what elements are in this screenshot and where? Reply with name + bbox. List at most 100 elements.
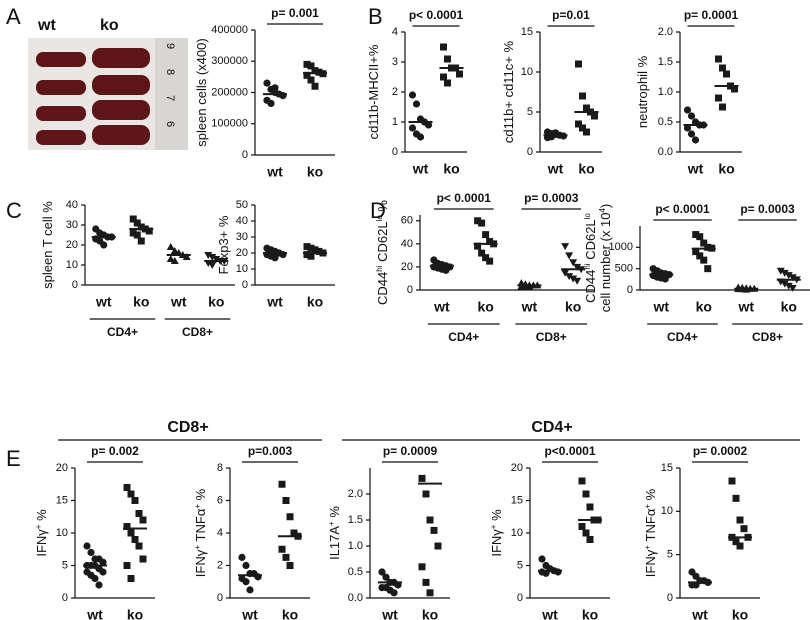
panel-letter: B: [368, 4, 383, 29]
data-point: [579, 124, 586, 132]
data-point: [208, 254, 217, 261]
y-axis-label-part: cell number (x 10: [598, 213, 613, 313]
data-point: [303, 251, 311, 259]
data-point: [788, 274, 797, 282]
y-tick-label: 10: [236, 263, 248, 275]
y-axis-label-part: CD44: [583, 270, 598, 303]
spleen-photo: 9 8 7 6 wt ko: [28, 17, 188, 150]
p-value: p= 0.001: [271, 6, 319, 20]
photo-label: ko: [100, 17, 119, 34]
y-axis-label: IFNγ+ TNFα+ %: [193, 488, 209, 577]
y-tick-label: 200000: [211, 86, 248, 98]
y-axis-label: IFNγ+ %: [489, 509, 505, 557]
data-point: [565, 252, 574, 260]
y-tick-label: 15: [661, 462, 673, 474]
y-tick-label: 0: [62, 592, 68, 604]
photo-label: wt: [37, 17, 56, 34]
x-tick-label: wt: [412, 161, 429, 177]
data-point: [267, 99, 275, 108]
data-point: [687, 112, 696, 120]
x-tick-label: ko: [578, 161, 594, 177]
y-axis-label-part: 4: [598, 208, 607, 213]
data-point: [740, 525, 748, 533]
data-point: [133, 219, 141, 227]
data-point: [692, 248, 700, 256]
data-point: [784, 272, 793, 280]
data-point: [700, 239, 708, 247]
data-point: [170, 257, 179, 264]
data-point: [478, 219, 486, 227]
x-tick-label: ko: [565, 299, 581, 315]
p-value: p= 0.002: [91, 444, 139, 458]
group-label: CD8+: [536, 330, 567, 344]
data-point: [212, 256, 221, 263]
y-axis-label: IL17A+ %: [327, 506, 343, 560]
data-point: [307, 76, 315, 84]
data-point: [578, 523, 586, 530]
data-point: [83, 542, 91, 550]
y-axis-label-part: %: [327, 506, 342, 522]
x-tick-label: ko: [208, 294, 224, 310]
data-point: [135, 510, 143, 517]
y-axis-label: cd11b-MHCII+%: [366, 44, 381, 139]
data-point: [683, 106, 692, 114]
y-tick-label: 8: [217, 462, 223, 474]
data-point: [204, 252, 213, 259]
data-point: [776, 267, 785, 275]
p-value: p< 0.0001: [655, 202, 710, 216]
y-tick-label: 10: [66, 259, 78, 271]
data-point: [182, 253, 191, 260]
data-point: [99, 558, 107, 566]
data-point: [135, 542, 143, 550]
data-point: [780, 280, 789, 288]
data-point: [170, 247, 179, 254]
y-axis-label-part: +: [327, 521, 336, 526]
y-axis-label-part: +: [489, 524, 498, 529]
y-tick-label: 4: [217, 527, 223, 539]
y-axis-label-part: lo: [375, 215, 384, 222]
y-axis-label-part: TNFα: [643, 508, 658, 545]
y-tick-label: 0: [527, 146, 533, 158]
y-tick-label: 6: [217, 494, 223, 506]
y-axis-label-part: neutrophil %: [635, 55, 650, 128]
group-label: CD4+: [107, 325, 138, 339]
y-tick-label: 40: [236, 215, 248, 227]
y-axis-label-part: %: [193, 488, 208, 504]
x-tick-label: ko: [127, 607, 143, 620]
data-point: [382, 573, 390, 581]
y-tick-label: 40: [401, 238, 413, 250]
data-point: [91, 574, 99, 583]
y-tick-label: 0: [72, 279, 78, 291]
ruler-number: 7: [164, 95, 176, 101]
data-point: [444, 79, 451, 87]
p-value: p<0.0001: [544, 444, 595, 458]
y-tick-label: 20: [511, 462, 523, 474]
y-tick-label: 0: [517, 592, 523, 604]
y-axis-label: IFNγ+ TNFα+ %: [643, 488, 659, 577]
data-point: [99, 568, 107, 576]
y-axis-label: spleen cells (x400): [194, 38, 209, 146]
y-tick-label: 3: [392, 56, 398, 68]
y-axis-label-part: cd11b-MHCII+%: [366, 44, 381, 139]
data-point: [418, 474, 426, 482]
data-point: [278, 480, 286, 488]
x-tick-label: wt: [433, 299, 450, 315]
data-point: [575, 60, 582, 68]
y-axis-label-part: CD44: [375, 272, 390, 305]
x-tick-label: ko: [718, 161, 734, 177]
y-axis-label-part: lo: [583, 213, 592, 220]
p-value: p= 0.0003: [740, 202, 795, 216]
data-point: [145, 227, 153, 235]
y-axis-label: CD44hi CD62Llo %: [375, 200, 391, 305]
data-point: [416, 133, 425, 141]
data-point: [704, 243, 712, 251]
data-point: [426, 516, 434, 524]
y-tick-label: 1.0: [348, 540, 363, 552]
data-point: [424, 121, 433, 129]
y-tick-label: 0.0: [348, 592, 363, 604]
data-point: [137, 223, 145, 231]
data-point: [307, 244, 315, 252]
group-label: CD4+: [667, 330, 698, 344]
data-point: [486, 257, 494, 265]
data-point: [442, 266, 450, 274]
